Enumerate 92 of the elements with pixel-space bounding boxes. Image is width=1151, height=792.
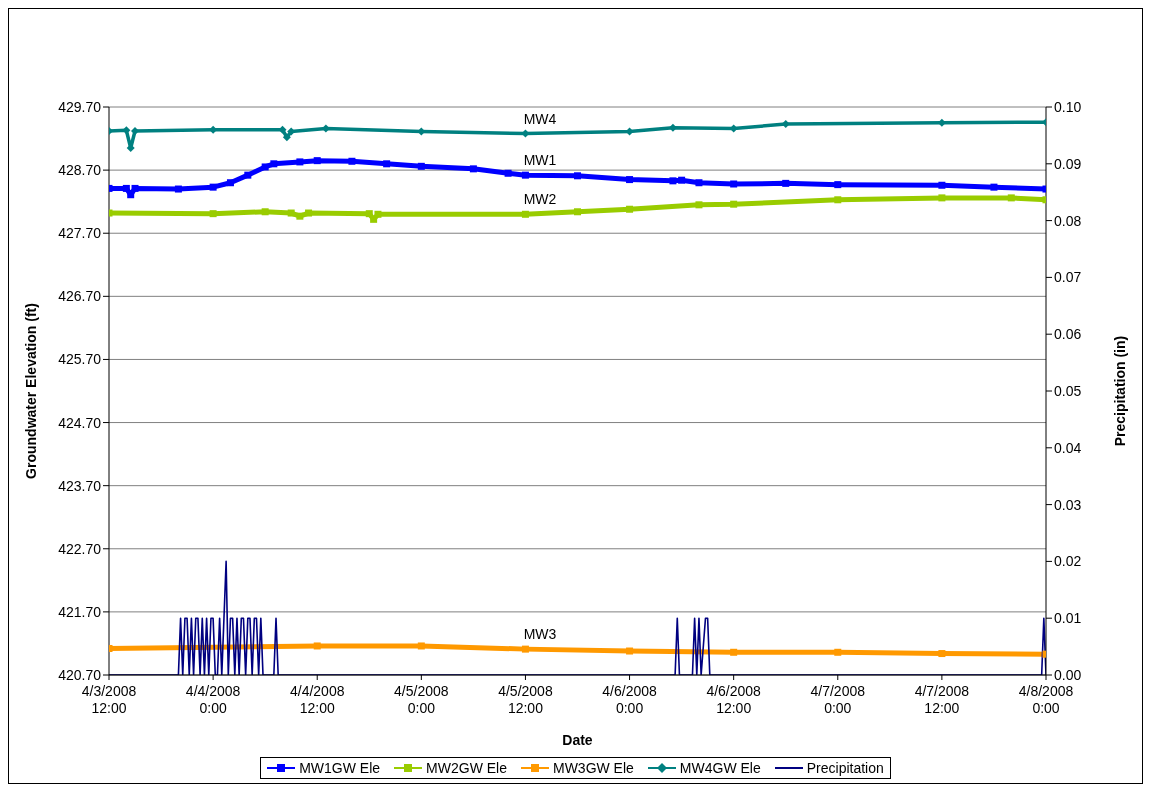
x-tick-label: 4/5/2008 12:00 (498, 683, 553, 716)
point (348, 157, 356, 165)
point (270, 160, 278, 168)
point (174, 185, 182, 193)
y-tick-label: 422.70 (58, 540, 102, 557)
x-tick-label: 4/7/2008 12:00 (914, 683, 970, 716)
x-tick-label: 4/5/2008 0:00 (394, 683, 449, 716)
point (209, 210, 217, 218)
x-tick-label: 4/4/2008 12:00 (289, 683, 345, 716)
x-tick-label: 4/8/2008 0:00 (1018, 683, 1074, 716)
y-tick-label: 427.70 (58, 225, 102, 242)
y-tick-label: 426.70 (58, 288, 102, 305)
y2-tick-label: 0.10 (1054, 98, 1082, 115)
annotation: MW1 (523, 152, 557, 169)
y2-tick-label: 0.08 (1054, 212, 1082, 229)
point (365, 210, 373, 218)
point (226, 179, 234, 187)
point (383, 160, 391, 168)
y2-axis-title: Precipitation (in) (1111, 335, 1128, 447)
y-tick-label: 424.70 (58, 414, 102, 431)
point (1007, 194, 1015, 202)
point (374, 210, 382, 218)
point (574, 172, 581, 180)
annotation: MW3 (523, 626, 557, 643)
y-tick-label: 423.70 (58, 477, 102, 494)
y-tick-label: 429.70 (58, 98, 102, 115)
point (417, 162, 425, 170)
point (521, 645, 529, 653)
legend-label: Precipitation (806, 760, 884, 776)
point (313, 157, 321, 165)
legend-label: MW3GW Ele (552, 760, 634, 776)
point (574, 208, 581, 216)
annotation: MW4 (523, 110, 557, 127)
legend-label: MW2GW Ele (426, 760, 507, 776)
point (938, 194, 946, 202)
point (282, 133, 291, 142)
y2-tick-label: 0.07 (1054, 269, 1082, 286)
y-tick-label: 428.70 (58, 162, 102, 179)
point (669, 177, 677, 185)
point (122, 184, 130, 192)
point (131, 184, 139, 192)
point (990, 183, 998, 191)
y2-tick-label: 0.03 (1054, 496, 1082, 513)
point (209, 183, 217, 191)
point (834, 648, 842, 656)
point (504, 169, 512, 177)
point (626, 647, 634, 655)
point (521, 171, 529, 179)
y2-tick-label: 0.02 (1054, 553, 1082, 570)
x-tick-label: 4/7/2008 0:00 (810, 683, 866, 716)
point (313, 642, 321, 650)
point (244, 171, 252, 179)
point (730, 180, 738, 188)
x-tick-label: 4/3/2008 12:00 (81, 683, 137, 716)
point (730, 648, 738, 656)
point (261, 208, 269, 216)
y-tick-label: 421.70 (58, 603, 102, 620)
y-axis-title: Groundwater Elevation (ft) (22, 303, 39, 479)
x-tick-label: 4/6/2008 12:00 (706, 683, 762, 716)
point (287, 209, 295, 217)
point (834, 196, 842, 204)
y2-tick-label: 0.06 (1054, 326, 1082, 343)
x-tick-label: 4/4/2008 0:00 (185, 683, 241, 716)
x-axis-title: Date (562, 732, 593, 748)
y2-tick-label: 0.01 (1054, 610, 1082, 627)
point (296, 212, 304, 220)
point (417, 642, 425, 650)
point (938, 650, 946, 658)
annotation: MW2 (523, 191, 557, 208)
point (695, 201, 703, 209)
point (678, 176, 686, 184)
y2-tick-label: 0.00 (1054, 666, 1082, 683)
point (834, 181, 842, 189)
legend-label: MW4GW Ele (679, 760, 761, 776)
y-tick-label: 425.70 (58, 351, 102, 368)
y2-tick-label: 0.09 (1054, 155, 1082, 172)
y2-tick-label: 0.05 (1054, 382, 1082, 399)
legend-label: MW1GW Ele (299, 760, 381, 776)
point (521, 210, 529, 218)
point (626, 176, 634, 184)
point (730, 200, 738, 208)
point (626, 205, 634, 213)
x-tick-label: 4/6/2008 0:00 (602, 683, 658, 716)
point (695, 179, 703, 187)
point (122, 126, 131, 135)
point (305, 209, 313, 217)
point (469, 165, 477, 173)
y2-tick-label: 0.04 (1054, 439, 1082, 456)
y-tick-label: 420.70 (58, 666, 102, 683)
point (261, 163, 269, 171)
point (938, 181, 946, 189)
point (296, 158, 304, 166)
